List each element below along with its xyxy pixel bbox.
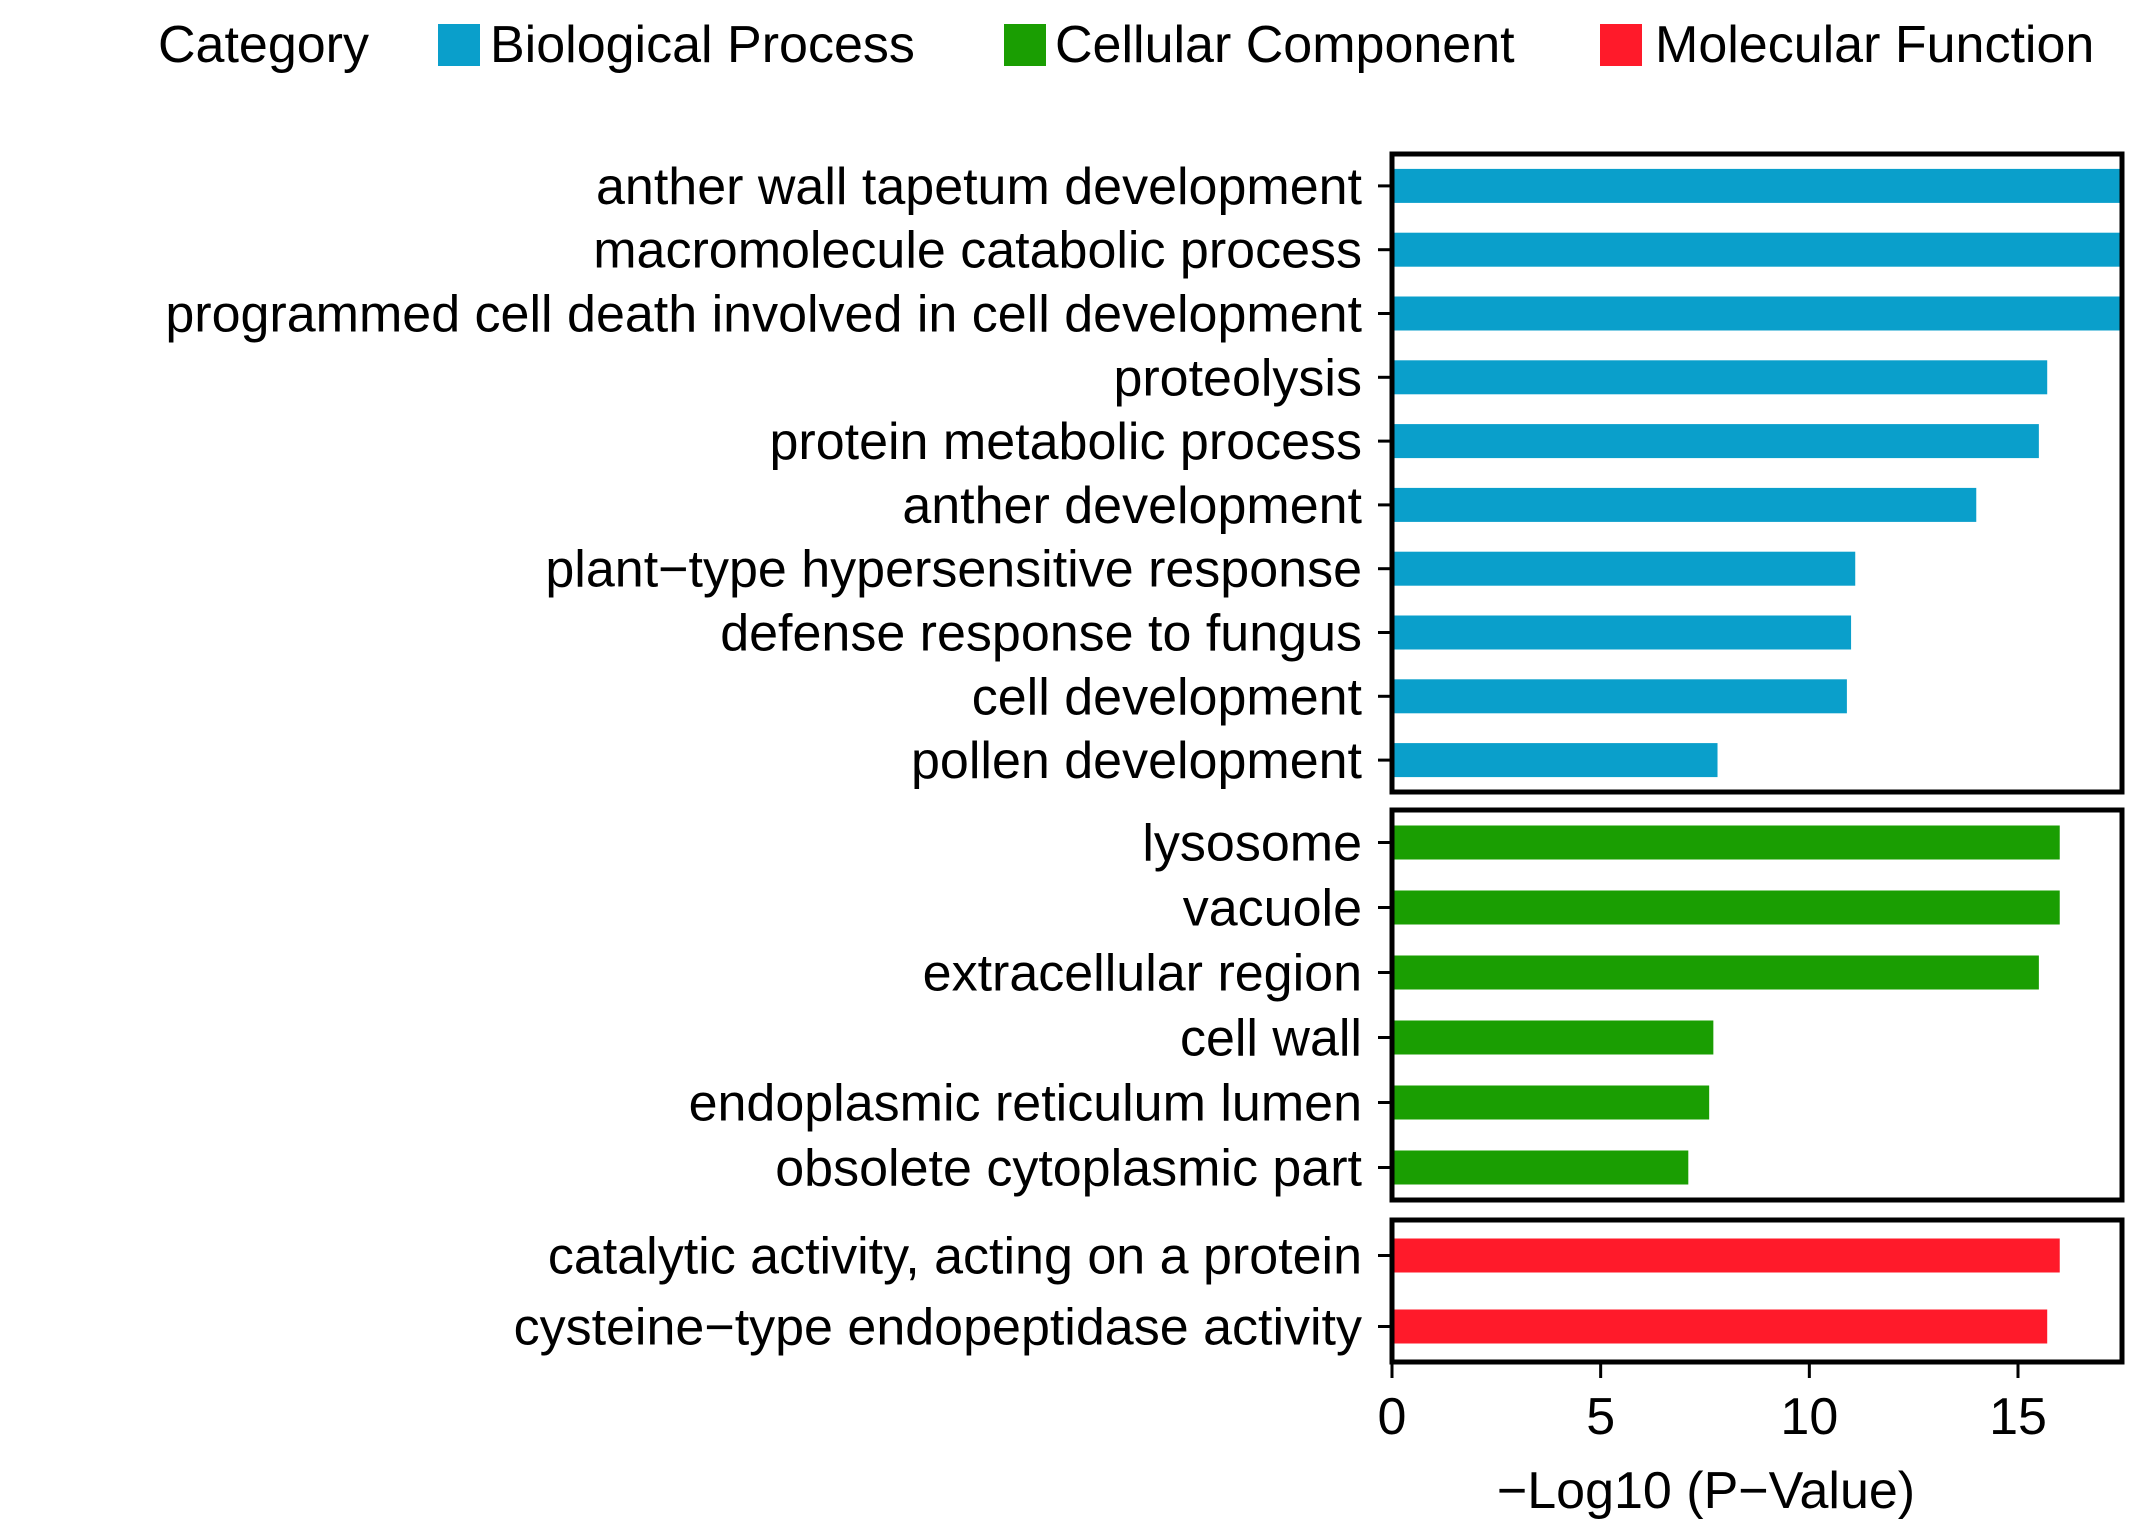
bar-catalytic-activity-acting-on-a-protein (1392, 1238, 2060, 1273)
panel-molecular-function: catalytic activity, acting on a protein c… (514, 1217, 2125, 1365)
bar-cysteine-type-endopeptidase-activity (1392, 1309, 2048, 1344)
y-tick-label: macromolecule catabolic process (593, 222, 1362, 280)
bar-vacuole (1392, 890, 2060, 925)
legend-label-biological-process: Biological Process (490, 16, 915, 74)
x-tick-label: 10 (1780, 1388, 1838, 1446)
legend-swatch-cellular-component (1004, 24, 1046, 66)
y-tick-label: anther development (902, 477, 1362, 535)
x-tick-label: 0 (1378, 1388, 1407, 1446)
y-tick-label: proteolysis (1113, 349, 1362, 407)
bar-anther-wall-tapetum-development (1392, 168, 2125, 203)
legend-swatch-biological-process (438, 24, 480, 66)
bar-macromolecule-catabolic-process (1392, 232, 2125, 267)
panel-frame (1389, 807, 2125, 1203)
y-tick-label: cell development (972, 668, 1363, 726)
y-tick-label: plant−type hypersensitive response (545, 541, 1362, 599)
legend-swatch-molecular-function (1600, 24, 1642, 66)
y-tick-label: programmed cell death involved in cell d… (165, 286, 1362, 344)
panel-frame (1389, 151, 2125, 795)
y-tick-label: anther wall tapetum development (596, 158, 1363, 216)
bar-pollen-development (1392, 743, 1718, 778)
y-tick-label: pollen development (911, 732, 1363, 790)
bar-protein-metabolic-process (1392, 424, 2039, 459)
bar-cell-development (1392, 679, 1847, 714)
panel-cellular-component: lysosome vacuole extracellular region cell … (689, 807, 2125, 1203)
y-tick-label: catalytic activity, acting on a protein (548, 1228, 1362, 1286)
x-axis: 0 5 10 15 (1378, 1360, 2122, 1446)
y-tick-label: vacuole (1183, 880, 1362, 938)
y-tick-label: cysteine−type endopeptidase activity (514, 1299, 1362, 1357)
y-tick-label: defense response to fungus (720, 605, 1362, 663)
legend-label-molecular-function: Molecular Function (1655, 16, 2094, 74)
bar-obsolete-cytoplasmic-part (1392, 1150, 1689, 1185)
bar-anther-development (1392, 487, 1977, 522)
panels: anther wall tapetum development macromole… (165, 151, 2125, 1365)
y-tick-label: cell wall (1180, 1010, 1362, 1068)
y-tick-label: protein metabolic process (769, 413, 1362, 471)
y-tick-label: extracellular region (923, 945, 1362, 1003)
panel-biological-process: anther wall tapetum development macromole… (165, 151, 2125, 795)
legend: Category Biological Process Cellular Com… (158, 16, 2094, 74)
bar-defense-response-to-fungus (1392, 615, 1852, 650)
legend-label-cellular-component: Cellular Component (1055, 16, 1515, 74)
bar-plant-type-hypersensitive-response (1392, 551, 1856, 586)
legend-title: Category (158, 16, 369, 74)
x-axis-label: −Log10 (P−Value) (1497, 1462, 1915, 1520)
bar-proteolysis (1392, 360, 2048, 395)
bar-extracellular-region (1392, 955, 2039, 990)
bar-lysosome (1392, 825, 2060, 860)
x-tick-label: 15 (1989, 1388, 2047, 1446)
bar-cell-wall (1392, 1020, 1714, 1055)
y-tick-label: obsolete cytoplasmic part (775, 1140, 1362, 1198)
y-tick-label: lysosome (1142, 815, 1362, 873)
x-tick-label: 5 (1586, 1388, 1615, 1446)
bar-endoplasmic-reticulum-lumen (1392, 1085, 1710, 1120)
bar-programmed-cell-death-involved-in-cell-development (1392, 296, 2125, 331)
y-tick-label: endoplasmic reticulum lumen (689, 1075, 1362, 1133)
